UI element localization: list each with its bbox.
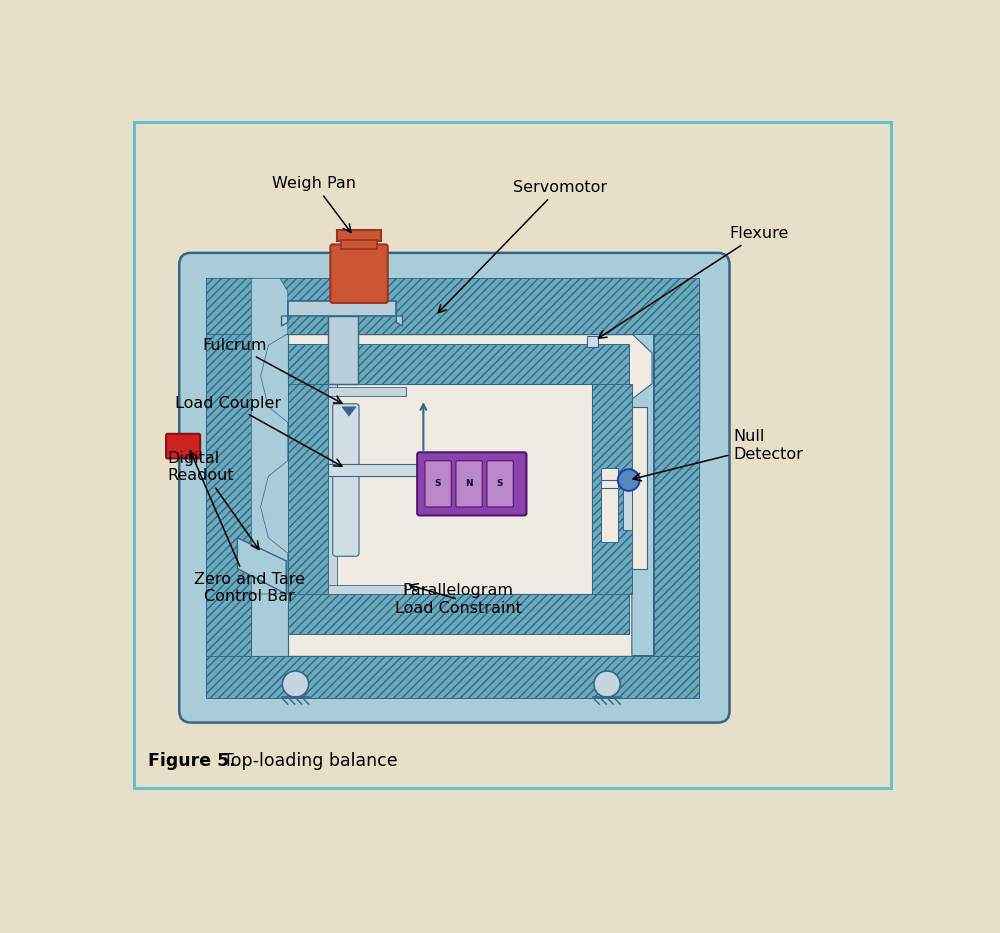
Polygon shape [342,407,356,416]
Polygon shape [654,334,698,430]
Bar [601,468,618,542]
Bar [206,656,698,698]
Bar [288,594,629,634]
Bar [206,278,698,334]
Polygon shape [592,278,654,656]
Text: Parallelogram
Load Constraint: Parallelogram Load Constraint [395,583,522,616]
Text: S: S [435,480,441,488]
Polygon shape [206,278,328,656]
Bar [328,316,358,383]
Bar [592,407,647,568]
FancyBboxPatch shape [330,244,388,303]
Text: Figure 5.: Figure 5. [148,752,236,770]
Bar [654,334,699,656]
Bar [251,334,654,656]
Bar [592,383,632,594]
Circle shape [282,671,309,697]
Bar [623,480,632,530]
FancyBboxPatch shape [425,461,451,507]
Circle shape [594,671,620,697]
Bar [341,240,377,249]
Polygon shape [282,316,288,326]
Bar [587,336,598,347]
Polygon shape [396,316,402,326]
Bar [288,383,328,594]
Text: S: S [497,480,503,488]
Text: N: N [465,480,473,488]
Text: Flexure: Flexure [598,226,789,338]
FancyBboxPatch shape [487,461,513,507]
Text: Fulcrum: Fulcrum [202,338,342,403]
Bar [288,300,396,316]
Text: Digital
Readout: Digital Readout [168,451,259,550]
Bar [328,464,437,476]
Bar [288,343,629,383]
Bar [328,383,337,594]
FancyBboxPatch shape [456,461,482,507]
Polygon shape [237,537,286,594]
Bar [328,383,592,594]
Bar [328,585,406,594]
Text: Zero and Tare
Control Bar: Zero and Tare Control Bar [190,451,304,604]
FancyBboxPatch shape [166,434,200,458]
Circle shape [618,469,640,491]
Text: Load Coupler: Load Coupler [175,396,342,466]
Text: Servomotor: Servomotor [438,180,607,313]
Text: Top-loading balance: Top-loading balance [212,752,397,770]
Text: Weigh Pan: Weigh Pan [272,176,356,232]
FancyBboxPatch shape [417,453,526,515]
FancyBboxPatch shape [333,404,359,556]
Bar [206,334,251,656]
Bar [328,387,406,397]
Bar [337,230,381,242]
Polygon shape [251,278,288,594]
FancyBboxPatch shape [179,253,730,722]
FancyBboxPatch shape [134,122,891,788]
Text: Null
Detector: Null Detector [633,429,803,480]
